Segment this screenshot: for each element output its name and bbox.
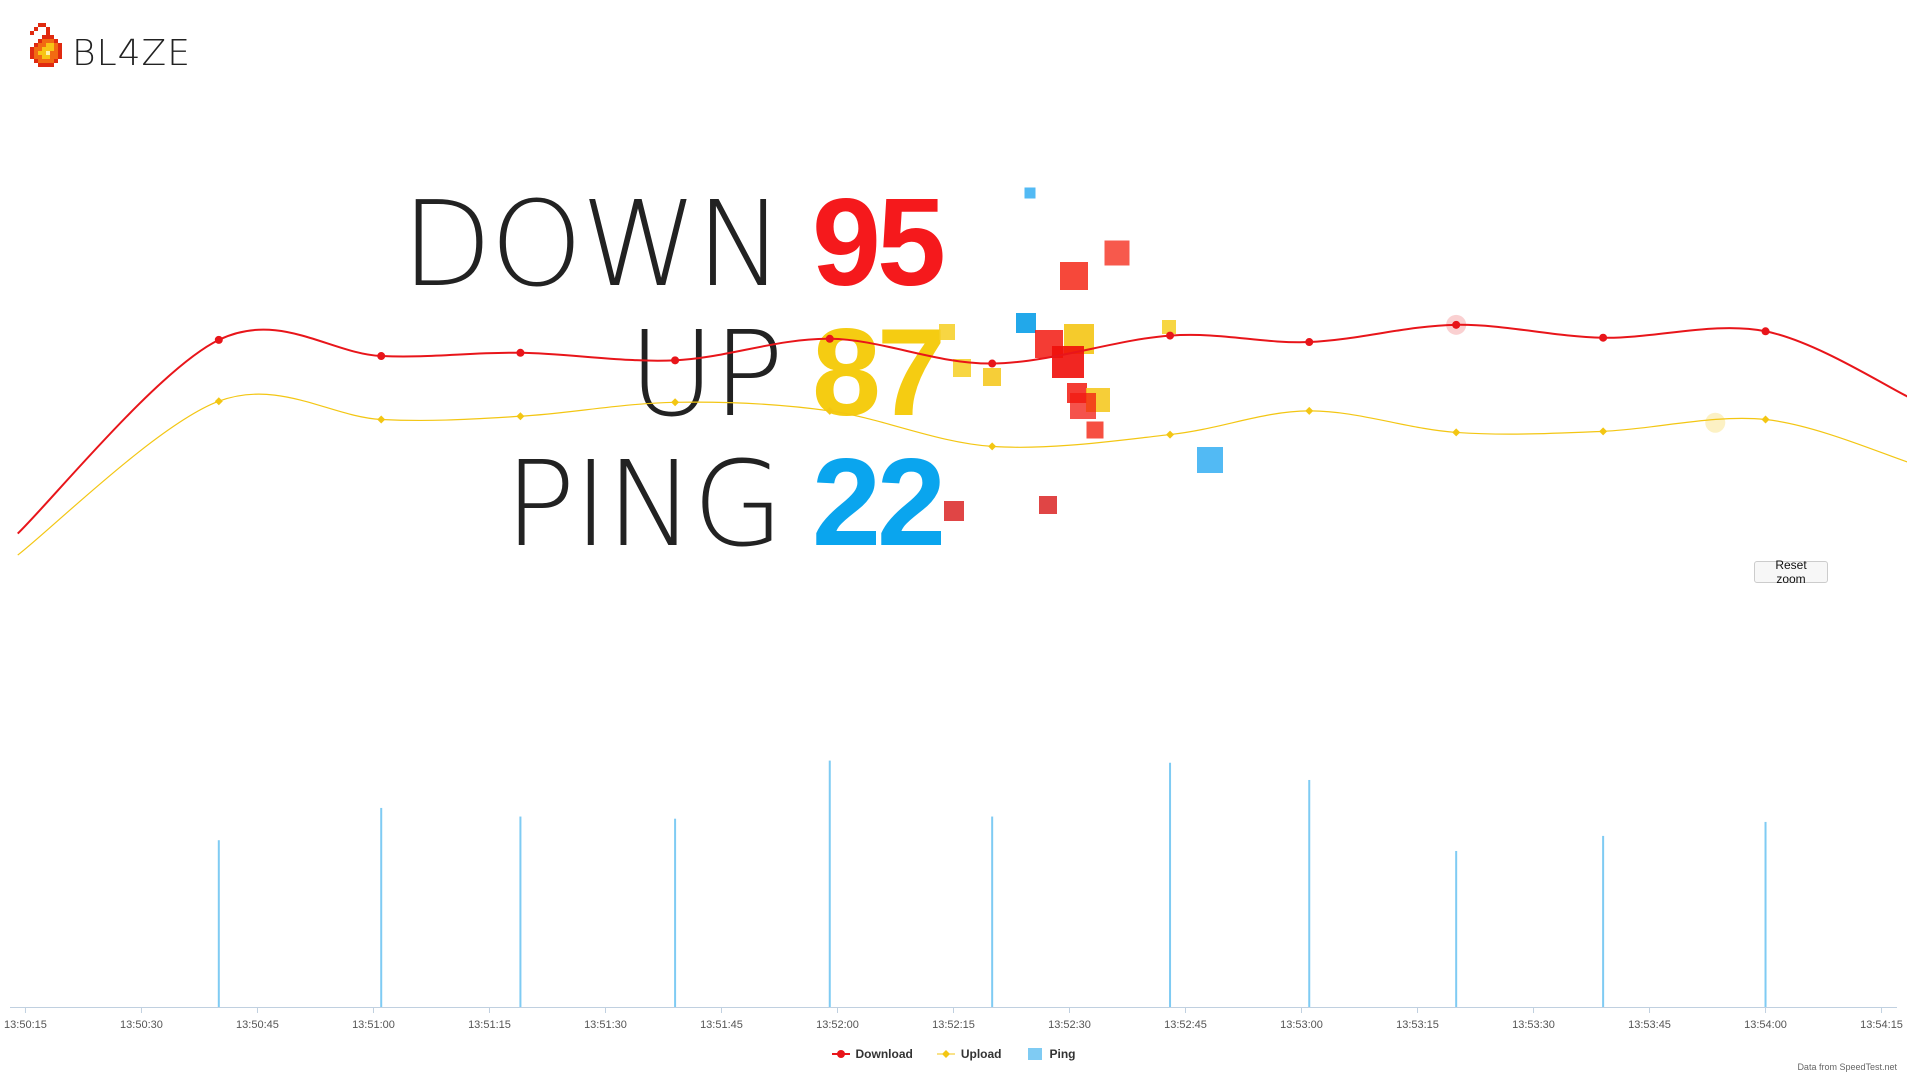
ping-label: PING xyxy=(504,435,784,573)
upload-point[interactable] xyxy=(1305,406,1314,415)
x-axis-tick-label: 13:51:00 xyxy=(352,1019,395,1031)
ping-bar[interactable] xyxy=(674,818,677,1007)
decorative-square xyxy=(1024,187,1036,199)
download-stat: DOWN 95 xyxy=(401,174,946,313)
data-credit[interactable]: Data from SpeedTest.net xyxy=(1797,1062,1897,1072)
flame-icon xyxy=(30,23,62,67)
decorative-square-cluster xyxy=(939,187,1223,521)
ping-bar[interactable] xyxy=(519,816,522,1007)
legend-download-label: Download xyxy=(855,1047,913,1061)
upload-line[interactable] xyxy=(17,393,1907,556)
upload-point[interactable] xyxy=(214,397,223,406)
decorative-square xyxy=(1039,496,1057,514)
x-axis-tick-label: 13:54:15 xyxy=(1860,1019,1903,1031)
upload-point[interactable] xyxy=(671,398,680,407)
upload-point[interactable] xyxy=(1166,430,1175,439)
x-axis-tick-label: 13:50:45 xyxy=(236,1019,279,1031)
x-axis-tick-label: 13:51:15 xyxy=(468,1019,511,1031)
legend-item-ping[interactable]: Ping xyxy=(1026,1047,1076,1061)
chart-legend: Download Upload Ping xyxy=(0,1047,1907,1061)
ping-bar[interactable] xyxy=(217,840,220,1007)
ping-bar[interactable] xyxy=(1602,835,1605,1007)
ping-bar[interactable] xyxy=(1169,762,1172,1007)
legend-item-download[interactable]: Download xyxy=(831,1047,913,1061)
download-point[interactable] xyxy=(377,352,386,361)
decorative-square xyxy=(939,324,955,340)
x-axis-tick-label: 13:50:15 xyxy=(4,1019,47,1031)
ping-bar[interactable] xyxy=(828,760,831,1007)
upload-point[interactable] xyxy=(377,415,386,424)
ping-bar[interactable] xyxy=(1308,779,1311,1007)
upload-value: 87 xyxy=(812,304,946,442)
download-point[interactable] xyxy=(1166,331,1175,340)
speed-summary: DOWN 95 UP 87 PING 22 xyxy=(401,174,946,573)
upload-point[interactable] xyxy=(1452,428,1461,437)
x-axis-tick-label: 13:52:45 xyxy=(1164,1019,1207,1031)
download-point[interactable] xyxy=(988,359,997,368)
download-label: DOWN xyxy=(401,175,784,313)
download-point[interactable] xyxy=(671,356,680,365)
reset-zoom-button[interactable]: Reset zoom xyxy=(1754,558,1828,586)
upload-stat: UP 87 xyxy=(401,304,946,443)
x-axis-tick-label: 13:54:00 xyxy=(1744,1019,1787,1031)
download-point[interactable] xyxy=(1761,327,1770,336)
decorative-square xyxy=(1086,421,1104,439)
upload-label: UP xyxy=(628,305,784,443)
ping-value: 22 xyxy=(812,434,946,572)
x-axis-tick-label: 13:50:30 xyxy=(120,1019,163,1031)
x-axis-tick-label: 13:53:30 xyxy=(1512,1019,1555,1031)
upload-point[interactable] xyxy=(1761,415,1770,424)
legend-ping-symbol xyxy=(1026,1048,1044,1060)
ping-stat: PING 22 xyxy=(401,434,946,573)
ping-bar[interactable] xyxy=(1764,821,1767,1007)
upload-point[interactable] xyxy=(825,406,834,415)
legend-ping-label: Ping xyxy=(1049,1047,1076,1061)
x-axis-tick-label: 13:52:00 xyxy=(816,1019,859,1031)
x-axis-tick-label: 13:52:30 xyxy=(1048,1019,1091,1031)
download-point[interactable] xyxy=(1305,338,1314,347)
ping-bar[interactable] xyxy=(991,816,994,1007)
download-line[interactable] xyxy=(17,323,1907,535)
legend-item-upload[interactable]: Upload xyxy=(936,1047,1002,1061)
x-axis-tick-label: 13:51:45 xyxy=(700,1019,743,1031)
upload-point[interactable] xyxy=(1599,427,1608,436)
download-point[interactable] xyxy=(825,334,834,343)
download-hover-halo xyxy=(1446,314,1467,335)
download-point[interactable] xyxy=(214,335,223,344)
x-axis-tick-label: 13:53:15 xyxy=(1396,1019,1439,1031)
x-axis-tick-label: 13:53:45 xyxy=(1628,1019,1671,1031)
legend-upload-symbol xyxy=(936,1048,955,1060)
ping-bar[interactable] xyxy=(380,807,383,1007)
decorative-square xyxy=(953,359,971,377)
decorative-square xyxy=(1162,320,1176,334)
legend-download-symbol xyxy=(831,1048,850,1060)
download-point[interactable] xyxy=(516,348,525,357)
decorative-square xyxy=(1197,447,1223,473)
x-axis-tick-label: 13:51:30 xyxy=(584,1019,627,1031)
download-point[interactable] xyxy=(1452,320,1461,329)
x-axis-tick-label: 13:53:00 xyxy=(1280,1019,1323,1031)
decorative-square xyxy=(1104,240,1130,266)
legend-upload-label: Upload xyxy=(960,1047,1002,1061)
decorative-square xyxy=(1060,262,1088,290)
upload-point[interactable] xyxy=(516,412,525,421)
ping-bar[interactable] xyxy=(1455,850,1458,1007)
brand-name: BL4ZE xyxy=(72,33,191,74)
upload-point[interactable] xyxy=(988,442,997,451)
x-axis-tick-label: 13:52:15 xyxy=(932,1019,975,1031)
decorative-square xyxy=(1016,313,1036,333)
upload-hover-halo xyxy=(1705,412,1726,433)
download-point[interactable] xyxy=(1599,333,1608,342)
decorative-square xyxy=(1070,393,1096,419)
download-value: 95 xyxy=(812,174,946,312)
decorative-square xyxy=(944,501,964,521)
decorative-square xyxy=(983,368,1001,386)
brand-logo[interactable]: BL4ZE xyxy=(26,22,191,72)
